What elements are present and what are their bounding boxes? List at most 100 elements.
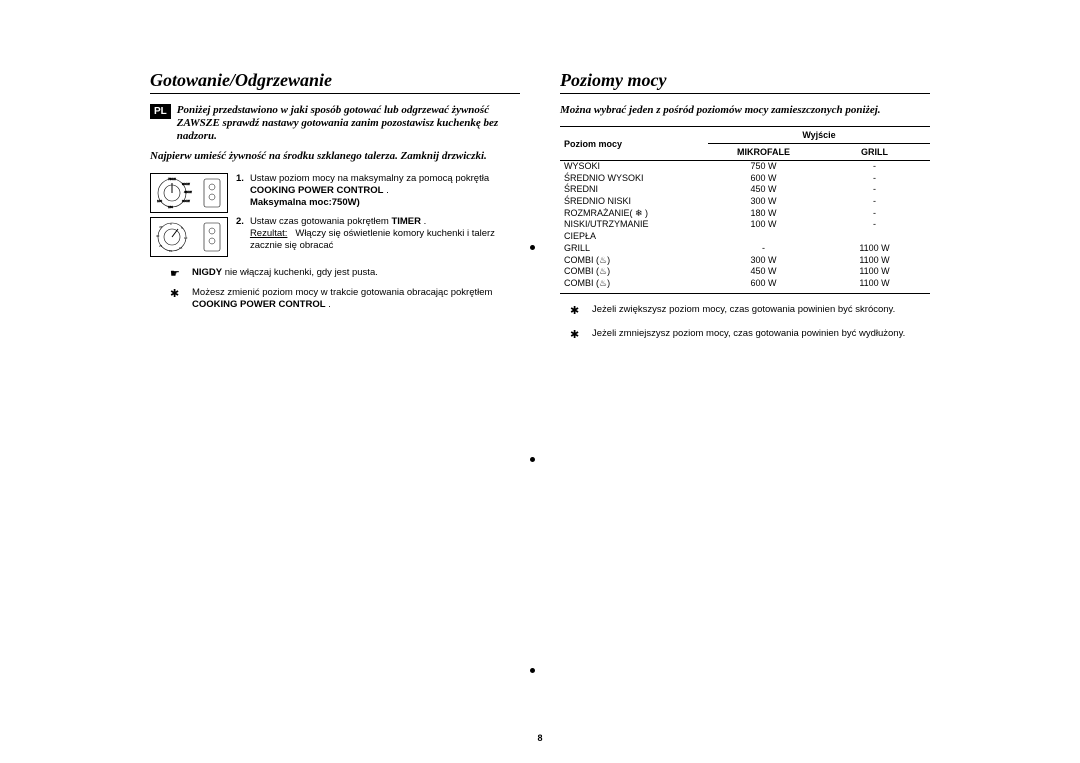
fold-marks [530,0,535,763]
check-icon: ✱ [570,304,584,318]
table-row: NISKI/UTRZYMANIE100 W- [560,219,930,231]
th-level: Poziom mocy [560,127,708,161]
step-list: 1. Ustaw poziom mocy na maksymalny za po… [236,173,520,259]
cell-micro: 300 W [708,196,819,208]
intro-text-2: Najpierw umieść żywność na środku szklan… [150,150,520,163]
note2-a: Możesz zmienić poziom mocy w trakcie got… [192,287,492,298]
step-2-num: 2. [236,216,244,253]
timer-dial-icon: 0 5 10 15 20 25 30 35 [150,217,228,257]
svg-text:180: 180 [168,205,173,209]
dial-images: 750W 600W 450W 300W 180 100 [150,173,228,259]
table-row: COMBI (♨)300 W1100 W [560,255,930,267]
step2-result-label: Rezultat: [250,228,288,239]
cell-grill: 1100 W [819,278,930,293]
step2-b: TIMER [391,216,421,227]
note2-c: . [326,299,331,310]
left-title: Gotowanie/Odgrzewanie [150,70,520,94]
dot-icon [530,245,535,250]
th-micro: MIKROFALE [708,144,819,161]
cell-level: COMBI (♨) [560,266,708,278]
table-row: ŚREDNIO WYSOKI600 W- [560,173,930,185]
cell-level: GRILL [560,243,708,255]
cell-level: COMBI (♨) [560,278,708,293]
svg-text:300W: 300W [182,199,190,203]
step-2: 2. Ustaw czas gotowania pokrętłem TIMER … [236,216,520,253]
step1-c: . [383,185,388,196]
cell-level: ŚREDNIO NISKI [560,196,708,208]
table-row: COMBI (♨)600 W1100 W [560,278,930,293]
cell-grill: - [819,161,930,173]
right-column: Poziomy mocy Można wybrać jeden z pośród… [560,70,930,342]
steps-block: 750W 600W 450W 300W 180 100 [150,173,520,259]
check-icon: ✱ [570,328,584,342]
cell-level: NISKI/UTRZYMANIE [560,219,708,231]
th-grill: GRILL [819,144,930,161]
table-row: CIEPŁA [560,231,930,243]
cell-grill: - [819,196,930,208]
right-note-2: ✱ Jeżeli zmniejszysz poziom mocy, czas g… [570,328,930,342]
cell-level: ŚREDNI [560,184,708,196]
cell-micro: 600 W [708,278,819,293]
cell-grill: - [819,208,930,220]
dot-icon [530,457,535,462]
step1-b: COOKING POWER CONTROL [250,185,384,196]
right-note-1-text: Jeżeli zwiększysz poziom mocy, czas goto… [592,304,895,318]
cell-grill: 1100 W [819,255,930,267]
cell-level: CIEPŁA [560,231,708,243]
step-1: 1. Ustaw poziom mocy na maksymalny za po… [236,173,520,210]
cell-level: COMBI (♨) [560,255,708,267]
manual-page: Gotowanie/Odgrzewanie PL Poniżej przedst… [0,0,1080,362]
table-row: COMBI (♨)450 W1100 W [560,266,930,278]
intro-text-1: Poniżej przedstawiono w jaki sposób goto… [177,104,520,144]
page-number: 8 [537,733,542,743]
table-row: WYSOKI750 W- [560,161,930,173]
cell-grill: 1100 W [819,243,930,255]
cell-micro: 600 W [708,173,819,185]
svg-text:0: 0 [170,222,172,226]
cell-grill: - [819,219,930,231]
left-column: Gotowanie/Odgrzewanie PL Poniżej przedst… [150,70,520,342]
cell-micro: 180 W [708,208,819,220]
th-output: Wyjście [708,127,930,144]
table-row: GRILL-1100 W [560,243,930,255]
step-1-num: 1. [236,173,244,210]
svg-text:20: 20 [169,249,173,253]
svg-text:25: 25 [159,244,163,248]
svg-text:15: 15 [179,246,183,250]
svg-text:30: 30 [156,234,160,238]
cell-level: WYSOKI [560,161,708,173]
intro-block: PL Poniżej przedstawiono w jaki sposób g… [150,104,520,144]
table-row: ROZMRAŻANIE( ❄ )180 W- [560,208,930,220]
tip-note: ✱ Możesz zmienić poziom mocy w trakcie g… [170,287,520,312]
note2-b: COOKING POWER CONTROL [192,299,326,310]
right-intro: Można wybrać jeden z pośród poziomów moc… [560,104,930,116]
pointer-icon: ☛ [170,267,184,281]
svg-text:750W: 750W [168,177,176,181]
cell-grill: - [819,184,930,196]
svg-text:35: 35 [159,225,163,229]
cell-micro: 450 W [708,184,819,196]
note1-text: nie włączaj kuchenki, gdy jest pusta. [222,267,378,278]
cell-grill: 1100 W [819,266,930,278]
cell-micro: 100 W [708,219,819,231]
power-table-body: WYSOKI750 W-ŚREDNIO WYSOKI600 W-ŚREDNI45… [560,161,930,294]
step1-d: Maksymalna moc:750W) [250,197,360,208]
step2-result-text: Włączy się oświetlenie komory kuchenki i… [250,228,495,251]
cell-grill: - [819,173,930,185]
right-note-2-text: Jeżeli zmniejszysz poziom mocy, czas got… [592,328,905,342]
cell-micro: 300 W [708,255,819,267]
right-title: Poziomy mocy [560,70,930,94]
table-row: ŚREDNI450 W- [560,184,930,196]
step-2-body: Ustaw czas gotowania pokrętłem TIMER . R… [250,216,520,253]
step-1-body: Ustaw poziom mocy na maksymalny za pomoc… [250,173,520,210]
note1-prefix: NIGDY [192,267,222,278]
note2-body: Możesz zmienić poziom mocy w trakcie got… [192,287,520,312]
step2-c: . [421,216,426,227]
power-table: Poziom mocy Wyjście MIKROFALE GRILL WYSO… [560,126,930,294]
dot-icon [530,668,535,673]
svg-text:450W: 450W [184,190,192,194]
svg-text:600W: 600W [182,182,190,186]
cell-micro: 750 W [708,161,819,173]
cell-micro: - [708,243,819,255]
cell-micro: 450 W [708,266,819,278]
